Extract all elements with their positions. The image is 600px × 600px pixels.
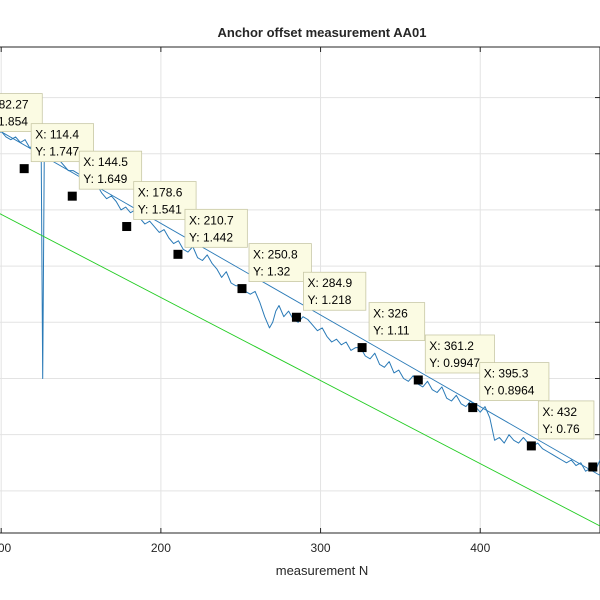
data-tip-y-label: Y: 1.747 [35, 145, 79, 159]
data-tip-marker [173, 249, 183, 259]
plot-area [0, 46, 600, 534]
data-tip-y-label: Y: 1.649 [83, 172, 127, 186]
data-tip-box [303, 271, 367, 311]
data-tip-x-label: X: 250.8 [253, 248, 298, 262]
data-tip-y-label: Y: 0.9947 [429, 356, 480, 370]
data-tip-x-label: X: 114.4 [35, 128, 79, 142]
data-tip-x-label: X: 82.27 [0, 98, 29, 112]
data-tip-marker [291, 312, 301, 322]
data-tip-x-label: X: 395.3 [484, 367, 529, 381]
data-tip-box [424, 334, 495, 374]
chart-title: Anchor offset measurement AA01 [217, 25, 426, 40]
data-tip-x-label: X: 284.9 [307, 276, 352, 290]
data-tip-box [184, 208, 248, 248]
x-tick-label: 100 [0, 541, 12, 555]
data-tip-box [78, 150, 143, 190]
data-tip-x-label: X: 432 [542, 405, 577, 419]
data-tip-marker [468, 403, 478, 413]
data-tip-box [479, 362, 550, 401]
x-tick-label: 400 [470, 541, 490, 555]
data-tip-y-label: Y: 0.8964 [484, 384, 535, 398]
x-tick-label: 200 [151, 541, 171, 555]
data-tip-y-label: Y: 1.11 [373, 324, 410, 338]
data-tip-marker [237, 284, 247, 294]
data-tip-x-label: X: 144.5 [83, 155, 128, 169]
data-tip-marker [526, 441, 536, 451]
x-tick-label: 300 [311, 541, 331, 555]
data-tip-marker [357, 343, 367, 353]
data-tip-y-label: Y: 0.76 [542, 422, 580, 436]
data-tip-marker [413, 375, 423, 385]
data-tip-y-label: Y: 1.218 [307, 293, 351, 307]
data-tip-x-label: X: 326 [373, 307, 408, 321]
data-tips: X: 82.27 Y: 1.854 X: 114.4 Y: 1.747 X: 144.5… [0, 93, 598, 472]
data-tip-marker [122, 222, 132, 232]
data-tip-box [368, 302, 426, 341]
axis-ticks: 100 200 300 400 [0, 47, 600, 555]
data-tip-x-label: X: 178.6 [138, 186, 183, 200]
data-tip-y-label: Y: 1.442 [189, 230, 233, 244]
data-tip-x-label: X: 361.2 [429, 339, 474, 353]
series-line-reference [0, 213, 600, 527]
data-tip-x-label: X: 210.7 [189, 213, 234, 227]
data-tip-marker [67, 191, 77, 201]
data-tip-marker [588, 462, 598, 472]
grid [0, 47, 600, 533]
x-axis-label: measurement N [276, 563, 368, 578]
data-tip-box [537, 400, 595, 440]
data-tip-marker [19, 164, 29, 174]
data-tip-y-label: Y: 1.32 [253, 265, 291, 279]
data-tip-y-label: Y: 1.854 [0, 115, 28, 129]
data-tip-y-label: Y: 1.541 [138, 203, 182, 217]
data-tip-box [248, 243, 312, 282]
